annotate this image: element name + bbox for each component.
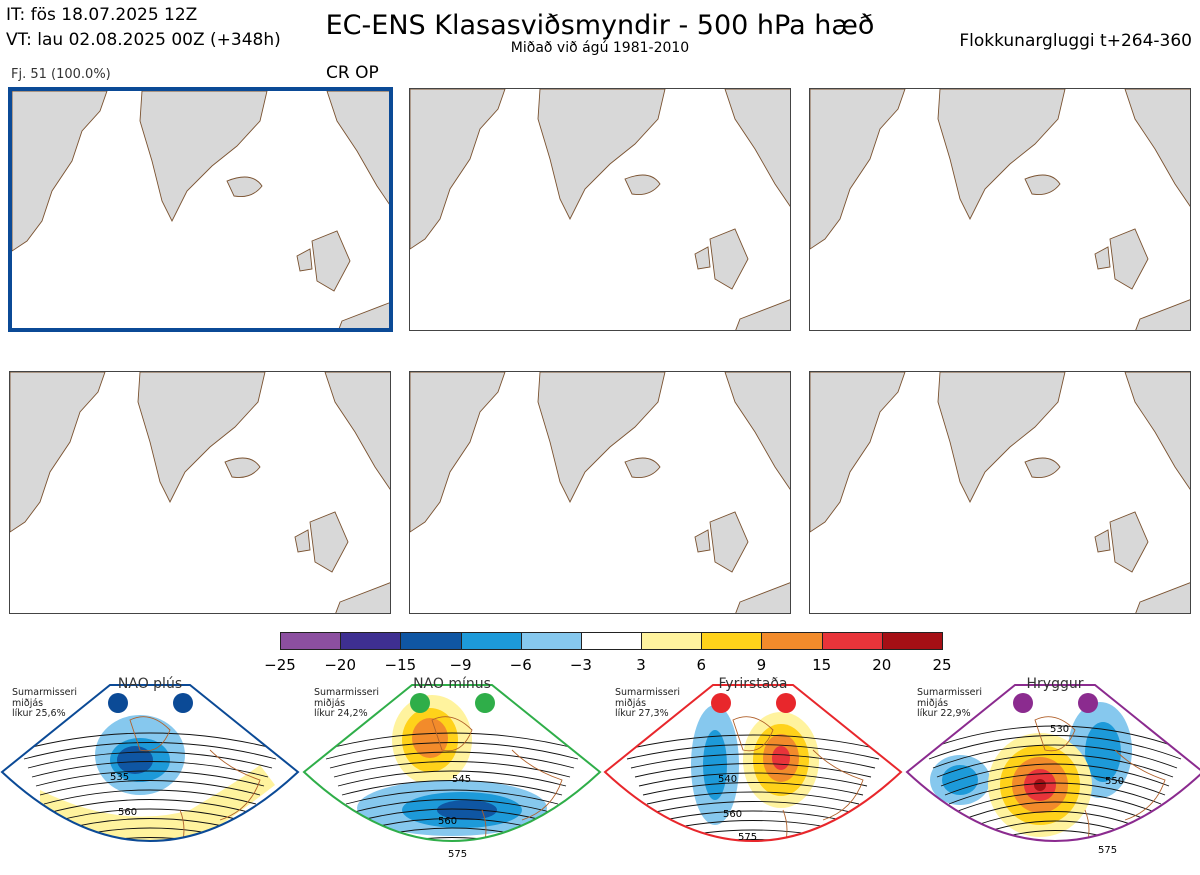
cluster-map-5[interactable] <box>409 371 791 614</box>
regime-season: Sumarmisseri <box>314 687 380 698</box>
regime-info: Sumarmisseri miðjás líkur 24,2% <box>314 687 380 720</box>
regime-title: NAO mínus <box>413 676 491 692</box>
regime-sector-graphic: 530 550 575 <box>905 684 1200 856</box>
regime-marker <box>1013 693 1033 713</box>
regime-season: Sumarmisseri <box>615 687 681 698</box>
regime-title: Fyrirstaða <box>718 676 788 692</box>
regime-contour-label: 530 <box>1050 724 1069 735</box>
colorbar-swatch <box>580 632 643 650</box>
regime-title: NAO plús <box>117 676 183 692</box>
regime-info: Sumarmisseri miðjás líkur 22,9% <box>917 687 983 720</box>
cluster-map-1-graphic <box>12 91 389 328</box>
colorbar-swatch <box>821 632 883 650</box>
regime-sector-graphic: 535 560 <box>0 684 300 842</box>
cr-op-tag: CR OP <box>326 63 379 83</box>
regime-marker <box>410 693 430 713</box>
regime-4[interactable]: 530 550 575 <box>905 660 1200 871</box>
regime-marker <box>711 693 731 713</box>
cluster-map-2[interactable] <box>409 88 791 331</box>
member-count: Fj. 51 (100.0%) <box>11 67 111 82</box>
colorbar-tick-label: 25 <box>932 656 952 674</box>
colorbar-tick-label: −20 <box>324 656 356 674</box>
regime-sector-graphic: 545 560 575 <box>302 684 602 860</box>
colorbar-tick-label: 9 <box>756 656 767 674</box>
regime-probability: líkur 25,6% <box>12 708 66 719</box>
regime-sector-graphic: 540 560 575 <box>603 684 903 843</box>
regime-contour-label: 535 <box>110 772 129 783</box>
regime-2[interactable]: 545 560 575 <box>302 660 602 871</box>
regime-marker <box>1078 693 1098 713</box>
cluster-map-1[interactable] <box>8 87 393 332</box>
colorbar-tick-label: −15 <box>384 656 417 674</box>
colorbar-swatch <box>340 632 402 650</box>
regime-contour-label: 575 <box>448 849 467 860</box>
colorbar-tick-label: 6 <box>696 656 707 674</box>
base-map <box>810 372 1190 613</box>
classification-window: Flokkunargluggi t+264-360 <box>959 31 1192 51</box>
regime-contour-label: 545 <box>452 774 471 785</box>
regime-info: Sumarmisseri miðjás líkur 27,3% <box>615 687 681 720</box>
regime-probability: líkur 27,3% <box>615 708 669 719</box>
colorbar-swatch <box>400 632 462 650</box>
regime-type: miðjás <box>12 697 44 709</box>
colorbar-tick-label: 20 <box>872 656 892 674</box>
regime-marker <box>108 693 128 713</box>
colorbar-swatch <box>520 632 582 650</box>
regime-title: Hryggur <box>1026 676 1084 692</box>
colorbar-swatch <box>761 632 823 650</box>
colorbar-swatch <box>701 632 763 650</box>
regime-season: Sumarmisseri <box>917 687 983 698</box>
regime-1[interactable]: 535 560 <box>0 660 300 871</box>
base-map <box>10 372 390 613</box>
regime-probability: líkur 24,2% <box>314 708 368 719</box>
regime-info: Sumarmisseri miðjás líkur 25,6% <box>12 687 78 720</box>
regime-contour-label: 540 <box>718 774 737 785</box>
valid-time: VT: lau 02.08.2025 00Z (+348h) <box>6 30 281 50</box>
colorbar-tick-label: −3 <box>569 656 592 674</box>
regime-marker <box>776 693 796 713</box>
base-map <box>810 89 1190 330</box>
colorbar-swatch <box>641 632 703 650</box>
colorbar-tick-label: 3 <box>636 656 646 674</box>
colorbar-tick-label: 15 <box>812 656 832 674</box>
colorbar-swatch <box>881 632 943 650</box>
base-map <box>12 91 389 328</box>
regime-type: miðjás <box>615 697 647 709</box>
base-map <box>410 89 790 330</box>
page-title: EC-ENS Klasasviðsmyndir - 500 hPa hæð <box>325 10 875 41</box>
colorbar-swatch <box>460 632 522 650</box>
regime-probability: líkur 22,9% <box>917 708 971 719</box>
regime-contour-label: 575 <box>1098 845 1117 856</box>
colorbar-swatch <box>280 632 342 650</box>
regime-season: Sumarmisseri <box>12 687 78 698</box>
regime-contour-label: 550 <box>1105 776 1124 787</box>
regime-3[interactable]: 540 560 575 <box>603 660 903 871</box>
regime-marker <box>173 693 193 713</box>
regime-contour-label: 560 <box>723 809 742 820</box>
regime-type: miðjás <box>314 697 346 709</box>
regime-contour-label: 560 <box>118 807 137 818</box>
cluster-map-3[interactable] <box>809 88 1191 331</box>
cluster-map-6[interactable] <box>809 371 1191 614</box>
colorbar-tick-label: −9 <box>449 656 472 674</box>
regime-type: miðjás <box>917 697 949 709</box>
colorbar-tick-label: −6 <box>509 656 532 674</box>
regime-marker <box>475 693 495 713</box>
cluster-map-4[interactable] <box>9 371 391 614</box>
base-map <box>410 372 790 613</box>
colorbar-tick-label: −25 <box>264 656 296 674</box>
page-subtitle: Miðað við ágú 1981-2010 <box>510 40 690 56</box>
regime-contour-label: 560 <box>438 816 457 827</box>
initial-time: IT: fös 18.07.2025 12Z <box>6 5 198 25</box>
regime-contour-label: 575 <box>738 832 757 843</box>
